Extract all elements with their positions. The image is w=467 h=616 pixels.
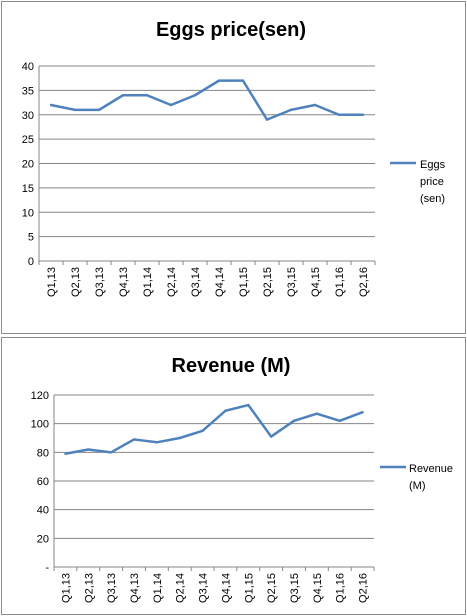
revenue-y-tick-label: 100 <box>31 419 49 431</box>
revenue-x-tick-label: Q1,14 <box>152 573 164 603</box>
revenue-y-tick-label: 60 <box>37 476 49 488</box>
revenue-chart-svg: Revenue (M) - 20 40 60 80 100 120 Q1,13 Q2,13 Q3,1… <box>31 355 453 603</box>
revenue-y-tick-label: 120 <box>31 390 49 402</box>
eggs-y-tick-label: 25 <box>22 134 34 146</box>
eggs-y-tick-label: 15 <box>22 183 34 195</box>
eggs-data-point <box>97 108 101 112</box>
revenue-chart-title: Revenue (M) <box>172 355 291 377</box>
eggs-x-tick-label: Q2,14 <box>166 267 178 297</box>
eggs-x-tick-label: Q1,16 <box>334 267 346 297</box>
eggs-x-tick-label: Q1,15 <box>238 267 250 297</box>
eggs-x-tick-label: Q2,16 <box>358 267 370 297</box>
eggs-data-point <box>73 108 77 112</box>
revenue-x-tick-label: Q4,13 <box>129 573 141 603</box>
revenue-x-tick-label: Q4,14 <box>220 573 232 603</box>
eggs-x-tick-label: Q3,14 <box>190 267 202 297</box>
revenue-data-point <box>338 419 341 422</box>
eggs-x-tick-label: Q4,13 <box>118 267 130 297</box>
eggs-data-point <box>313 103 317 107</box>
eggs-chart-title: Eggs price(sen) <box>156 19 306 41</box>
eggs-series-line <box>50 79 363 121</box>
eggs-x-tick-label: Q4,14 <box>214 267 226 297</box>
eggs-price-chart-svg: Eggs price(sen) 0 5 10 15 20 25 30 35 40 Q1,13 Q2,1… <box>22 19 446 297</box>
revenue-y-tick-label: - <box>45 562 49 574</box>
revenue-x-tick-label: Q1,13 <box>60 573 72 603</box>
eggs-data-point <box>289 108 293 112</box>
eggs-legend-label: Eggs price (sen) <box>420 159 446 205</box>
revenue-data-point <box>155 441 159 444</box>
eggs-data-point <box>241 79 245 82</box>
eggs-x-tick-label: Q1,14 <box>142 267 154 297</box>
revenue-data-point <box>132 438 136 441</box>
revenue-y-tick-label: 40 <box>37 505 49 517</box>
revenue-x-tick-label: Q1,15 <box>243 573 255 603</box>
revenue-legend-label: Revenue (M) <box>409 463 453 492</box>
revenue-x-tick-label: Q3,15 <box>289 573 301 603</box>
eggs-y-tick-label: 40 <box>22 61 34 73</box>
revenue-x-tick-label: Q4,15 <box>312 573 324 603</box>
eggs-x-tick-label: Q4,15 <box>310 267 322 297</box>
eggs-x-tick-label: Q3,15 <box>286 267 298 297</box>
revenue-x-tick-label: Q1,16 <box>335 573 347 603</box>
revenue-x-tick-label: Q2,15 <box>266 573 278 603</box>
revenue-series-line <box>65 403 364 455</box>
revenue-x-tick-label: Q3,14 <box>198 573 210 603</box>
revenue-data-point <box>178 436 181 440</box>
eggs-x-tick-label: Q2,15 <box>262 267 274 297</box>
eggs-x-tick-label: Q1,13 <box>46 267 58 297</box>
eggs-y-tick-label: 0 <box>28 256 34 268</box>
eggs-y-tick-label: 5 <box>28 232 34 244</box>
revenue-x-tick-label: Q2,14 <box>175 573 187 603</box>
revenue-x-tick-label: Q2,16 <box>358 573 370 603</box>
revenue-data-point <box>247 403 250 407</box>
revenue-data-point <box>315 412 319 415</box>
eggs-x-tick-label: Q3,13 <box>94 267 106 297</box>
revenue-chart: Revenue (M) - 20 40 60 80 100 120 Q1,13 Q2,13 Q3,1… <box>1 337 466 615</box>
eggs-data-point <box>49 103 53 107</box>
eggs-y-tick-label: 20 <box>22 159 34 171</box>
revenue-data-point <box>269 435 273 438</box>
eggs-y-tick-label: 10 <box>22 207 34 219</box>
revenue-x-tick-label: Q2,13 <box>83 573 95 603</box>
revenue-x-tick-label: Q3,13 <box>106 573 118 603</box>
revenue-y-tick-label: 80 <box>37 447 49 459</box>
eggs-data-point <box>145 94 149 97</box>
eggs-y-tick-label: 35 <box>22 85 34 97</box>
eggs-data-point <box>193 94 197 97</box>
eggs-data-point <box>121 94 125 97</box>
revenue-y-tick-label: 20 <box>37 533 49 545</box>
revenue-data-point <box>224 409 227 412</box>
revenue-data-point <box>64 452 67 455</box>
eggs-data-point <box>265 118 269 121</box>
eggs-data-point <box>169 103 173 107</box>
eggs-x-tick-label: Q2,13 <box>70 267 82 297</box>
eggs-data-point <box>361 113 365 116</box>
revenue-data-point <box>292 419 296 422</box>
eggs-price-chart: Eggs price(sen) 0 5 10 15 20 25 30 35 40 Q1,13 Q2,1… <box>1 1 466 334</box>
eggs-data-point <box>337 113 341 116</box>
revenue-data-point <box>87 448 90 451</box>
revenue-data-point <box>109 451 113 454</box>
revenue-data-point <box>361 411 364 414</box>
eggs-y-tick-label: 30 <box>22 110 34 122</box>
revenue-data-point <box>201 429 204 433</box>
eggs-data-point <box>217 79 221 82</box>
